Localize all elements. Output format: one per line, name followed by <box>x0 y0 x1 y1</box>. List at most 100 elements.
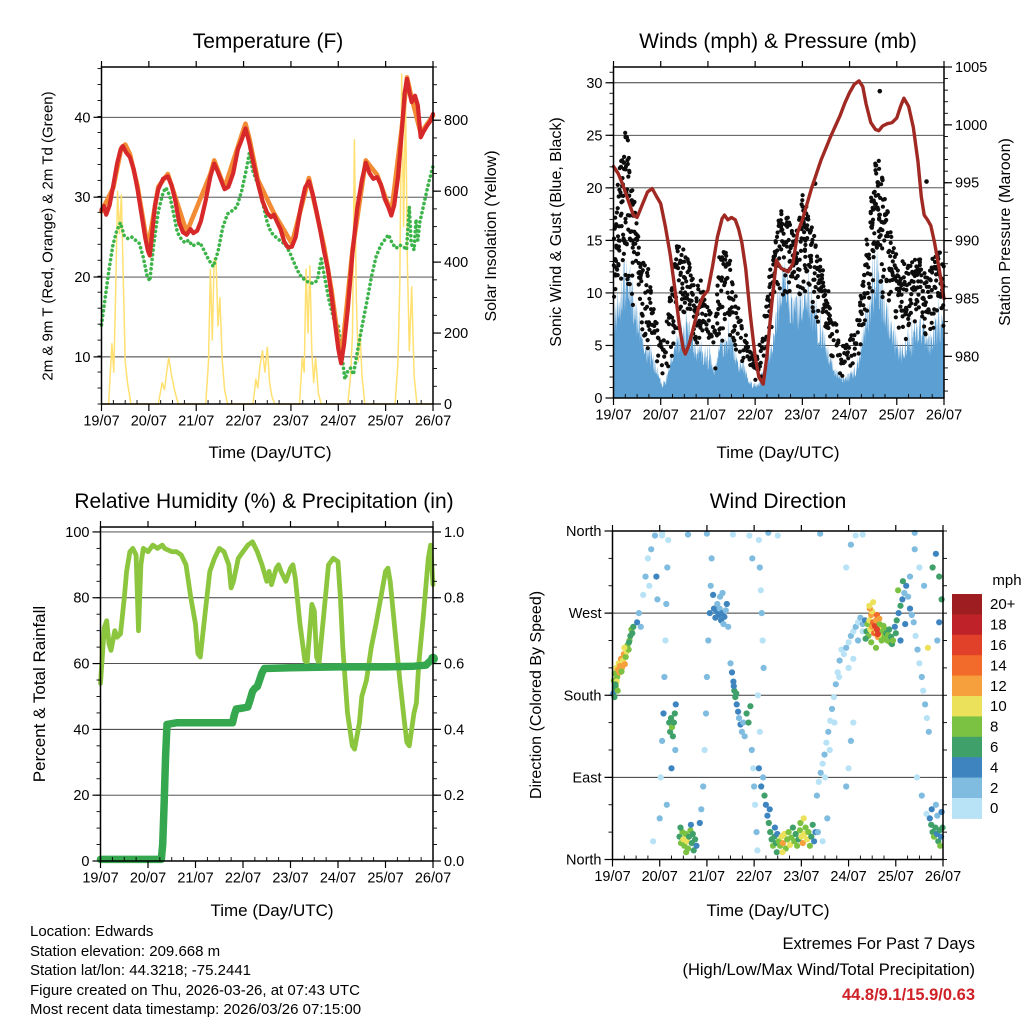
panel-title-humidity: Relative Humidity (%) & Precipitation (i… <box>74 490 454 513</box>
tick-label: 26/07 <box>415 871 451 887</box>
series-temp-2m <box>99 76 436 366</box>
colorbar-label: 14 <box>990 657 1007 674</box>
tick-label: 0.4 <box>444 722 464 738</box>
tick-label: 20 <box>74 270 90 286</box>
tick-label: 5 <box>594 338 602 354</box>
tick-label: 20/07 <box>131 414 167 430</box>
yaxis-label-humidity-left: Percent & Total Rainfall <box>30 605 49 783</box>
colorbar-label: 6 <box>990 739 998 756</box>
panel-title-temperature: Temperature (F) <box>192 30 344 53</box>
xaxis-label-winds: Time (Day/UTC) <box>716 443 840 462</box>
series-total-precipitation <box>96 654 437 864</box>
tick-label: 15 <box>586 233 602 249</box>
tick-label: 100 <box>65 525 89 541</box>
extremes-subtitle: (High/Low/Max Wind/Total Precipitation) <box>682 960 975 979</box>
tick-label: 24/07 <box>320 414 356 430</box>
yaxis-label-winds-right: Station Pressure (Maroon) <box>997 138 1014 326</box>
tick-label: 25 <box>586 128 602 144</box>
colorbar-label: 10 <box>990 698 1007 715</box>
tick-label: 1005 <box>955 60 987 76</box>
tick-label: 1.0 <box>444 525 464 541</box>
panel-title-winds: Winds (mph) & Pressure (mb) <box>639 30 917 53</box>
tick-label: 26/07 <box>926 408 962 424</box>
colorbar-label: 0 <box>990 800 998 817</box>
speed-colorbar: 20+ 18 16 14 12 10 8 6 4 2 0 mph <box>952 572 1022 819</box>
tick-label: 600 <box>444 184 468 200</box>
tick-label: 24/07 <box>830 869 866 885</box>
tick-label: 0 <box>81 854 89 870</box>
yaxis-label-winddir-left: Direction (Colored By Speed) <box>528 590 545 800</box>
tick-label: East <box>572 770 601 786</box>
tick-label: 24/07 <box>320 871 356 887</box>
panel-temperature: 19/07 20/07 21/07 22/07 23/07 24/07 25/07 26/07… <box>74 61 468 430</box>
extremes-title: Extremes For Past 7 Days <box>782 935 975 953</box>
colorbar-label: 2 <box>990 780 998 797</box>
tick-label: 20/07 <box>642 869 678 885</box>
tick-label: North <box>566 524 601 540</box>
tick-label: 22/07 <box>225 414 261 430</box>
series-dewpoint-2m <box>99 151 435 381</box>
tick-label: 20/07 <box>130 871 166 887</box>
tick-label: 22/07 <box>737 408 773 424</box>
footer-location: Location: Edwards <box>30 923 154 940</box>
tick-label: 20 <box>586 181 602 197</box>
tick-label: 980 <box>955 349 979 365</box>
tick-label: 990 <box>955 234 979 250</box>
colorbar-label: 18 <box>990 617 1007 634</box>
tick-label: 60 <box>73 657 89 673</box>
tick-label: 0 <box>444 397 452 413</box>
tick-label: 22/07 <box>736 869 772 885</box>
colorbar-label: 16 <box>990 637 1007 654</box>
tick-label: 1000 <box>955 118 987 134</box>
footer-latlon: Station lat/lon: 44.3218; -75.2441 <box>30 962 252 979</box>
tick-label: 800 <box>444 113 468 129</box>
tick-label: West <box>569 606 602 622</box>
extremes-block: Extremes For Past 7 Days (High/Low/Max W… <box>682 932 975 1009</box>
footer-created: Figure created on Thu, 2026-03-26, at 07… <box>30 981 360 999</box>
tick-label: 21/07 <box>177 871 213 887</box>
xaxis-label-winddir: Time (Day/UTC) <box>706 901 830 920</box>
tick-label: 10 <box>74 350 90 366</box>
tick-label: 26/07 <box>415 414 451 430</box>
series-station-pressure <box>611 79 946 386</box>
colorbar-label: 12 <box>990 678 1007 695</box>
tick-label: 22/07 <box>225 871 261 887</box>
xaxis-label-humidity: Time (Day/UTC) <box>210 901 334 920</box>
tick-label: 25/07 <box>367 414 403 430</box>
tick-label: South <box>564 688 602 704</box>
tick-label: 25/07 <box>878 869 914 885</box>
yaxis-label-winds-left: Sonic Wind & Gust (Blue, Black) <box>548 117 565 347</box>
tick-label: 23/07 <box>273 414 309 430</box>
tick-label: 0.0 <box>444 854 464 870</box>
tick-label: 25/07 <box>367 871 403 887</box>
tick-label: North <box>566 853 601 869</box>
yaxis-label-temperature-left: 2m & 9m T (Red, Orange) & 2m Td (Green) <box>39 91 57 381</box>
tick-label: 200 <box>444 326 468 342</box>
xaxis-label-temperature: Time (Day/UTC) <box>208 443 332 462</box>
colorbar-label: 8 <box>990 719 998 736</box>
station-footer: Location: Edwards Station elevation: 209… <box>30 922 361 1020</box>
tick-label: 30 <box>586 76 602 92</box>
tick-label: 19/07 <box>595 408 631 424</box>
tick-label: 21/07 <box>178 414 214 430</box>
yaxis-label-temperature-right: Solar Insolation (Yellow) <box>483 150 500 322</box>
extremes-values: 44.8/9.1/15.9/0.63 <box>841 986 975 1004</box>
colorbar-title: mph <box>992 572 1021 589</box>
panel-winds: 19/07 20/07 21/07 22/07 23/07 24/07 25/07 26/07… <box>586 60 987 424</box>
tick-label: 20/07 <box>643 408 679 424</box>
tick-label: 19/07 <box>82 871 118 887</box>
series-wind-direction <box>610 529 946 856</box>
tick-label: 24/07 <box>831 408 867 424</box>
tick-label: 30 <box>74 190 90 206</box>
tick-label: 985 <box>955 291 979 307</box>
tick-label: 21/07 <box>690 408 726 424</box>
tick-label: 0.2 <box>444 788 464 804</box>
series-relative-humidity <box>98 539 436 752</box>
tick-label: 40 <box>74 110 90 126</box>
footer-timestamp: Most recent data timestamp: 2026/03/26 0… <box>30 1001 362 1018</box>
tick-label: 23/07 <box>783 869 819 885</box>
footer-elevation: Station elevation: 209.668 m <box>30 942 221 960</box>
panel-humidity: 19/07 20/07 21/07 22/07 23/07 24/07 25/07 26/07… <box>65 521 464 887</box>
